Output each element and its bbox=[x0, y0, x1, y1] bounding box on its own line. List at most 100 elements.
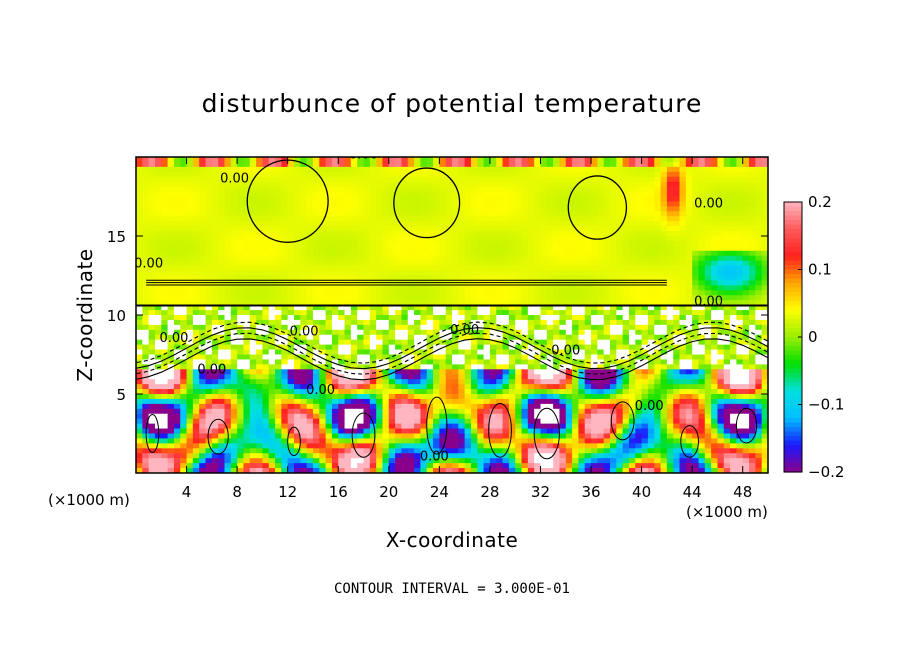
field-cell bbox=[704, 334, 712, 341]
field-cell bbox=[698, 369, 706, 375]
field-cell bbox=[186, 245, 194, 252]
field-cell bbox=[357, 157, 365, 163]
field-cell bbox=[641, 216, 649, 222]
field-cell bbox=[312, 176, 320, 183]
field-cell bbox=[243, 166, 251, 173]
field-cell bbox=[224, 211, 232, 217]
field-cell bbox=[256, 334, 263, 341]
field-cell bbox=[344, 186, 352, 193]
field-cell bbox=[357, 359, 365, 365]
field-cell bbox=[363, 315, 371, 321]
field-cell bbox=[685, 379, 693, 385]
field-cell bbox=[363, 310, 371, 316]
field-cell bbox=[275, 236, 282, 242]
field-cell bbox=[230, 389, 238, 395]
field-cell bbox=[578, 166, 586, 173]
field-cell bbox=[559, 389, 567, 395]
field-cell bbox=[395, 300, 403, 306]
field-cell bbox=[628, 334, 636, 341]
field-cell bbox=[584, 191, 592, 198]
field-cell bbox=[148, 201, 156, 207]
field-cell bbox=[180, 216, 188, 222]
field-cell bbox=[445, 285, 453, 291]
field-cell bbox=[616, 394, 624, 400]
field-cell bbox=[597, 250, 605, 257]
field-cell bbox=[553, 196, 561, 203]
field-cell bbox=[496, 255, 504, 262]
field-cell bbox=[319, 216, 327, 222]
field-cell bbox=[262, 236, 270, 242]
field-cell bbox=[331, 226, 339, 232]
field-cell bbox=[294, 240, 301, 247]
field-cell bbox=[161, 379, 169, 385]
field-cell bbox=[426, 250, 434, 257]
field-cell bbox=[666, 186, 674, 193]
field-cell bbox=[344, 226, 352, 232]
field-cell bbox=[628, 285, 636, 291]
field-cell bbox=[603, 161, 611, 168]
field-cell bbox=[641, 191, 649, 198]
field-cell bbox=[218, 176, 226, 183]
field-cell bbox=[420, 260, 428, 267]
field-cell bbox=[294, 245, 301, 252]
field-cell bbox=[711, 379, 719, 385]
field-cell bbox=[584, 236, 592, 242]
field-cell bbox=[584, 196, 592, 203]
field-cell bbox=[382, 221, 390, 227]
field-cell bbox=[470, 285, 478, 291]
field-cell bbox=[173, 206, 181, 212]
field-cell bbox=[483, 334, 491, 341]
field-cell bbox=[578, 181, 586, 188]
field-cell bbox=[464, 250, 472, 257]
field-cell bbox=[464, 191, 472, 198]
field-cell bbox=[433, 255, 440, 262]
field-cell bbox=[736, 226, 744, 232]
field-cell bbox=[319, 384, 327, 390]
field-cell bbox=[363, 389, 371, 395]
field-cell bbox=[749, 240, 756, 247]
field-cell bbox=[148, 250, 156, 257]
field-cell bbox=[287, 221, 295, 227]
field-cell bbox=[540, 270, 548, 277]
field-cell bbox=[325, 196, 333, 203]
field-cell bbox=[578, 211, 586, 217]
field-cell bbox=[591, 315, 598, 321]
field-cell bbox=[540, 334, 548, 341]
field-cell bbox=[673, 310, 681, 316]
field-cell bbox=[243, 359, 251, 365]
field-cell bbox=[420, 240, 428, 247]
field-cell bbox=[407, 157, 415, 163]
field-cell bbox=[584, 270, 592, 277]
field-cell bbox=[167, 290, 175, 296]
field-cell bbox=[508, 171, 516, 178]
field-cell bbox=[559, 265, 567, 272]
field-cell bbox=[717, 329, 725, 336]
field-cell bbox=[673, 186, 681, 193]
field-cell bbox=[470, 191, 478, 198]
field-cell bbox=[211, 157, 219, 163]
field-cell bbox=[546, 255, 554, 262]
field-cell bbox=[723, 285, 731, 291]
field-cell bbox=[275, 211, 282, 217]
field-cell bbox=[180, 379, 188, 385]
field-cell bbox=[136, 290, 143, 296]
field-cell bbox=[521, 171, 529, 178]
field-cell bbox=[647, 394, 655, 400]
field-cell bbox=[717, 310, 725, 316]
field-cell bbox=[281, 260, 289, 267]
field-cell bbox=[243, 354, 251, 361]
field-cell bbox=[565, 166, 573, 173]
field-cell bbox=[306, 201, 314, 207]
field-cell bbox=[180, 191, 188, 198]
field-cell bbox=[154, 236, 162, 242]
field-cell bbox=[148, 319, 156, 326]
field-cell bbox=[597, 319, 605, 326]
field-cell bbox=[673, 270, 681, 277]
field-cell bbox=[344, 196, 352, 203]
field-cell bbox=[205, 171, 213, 178]
field-cell bbox=[641, 369, 649, 375]
field-cell bbox=[508, 250, 516, 257]
field-cell bbox=[136, 216, 143, 222]
field-cell bbox=[559, 305, 567, 311]
field-cell bbox=[325, 201, 333, 207]
